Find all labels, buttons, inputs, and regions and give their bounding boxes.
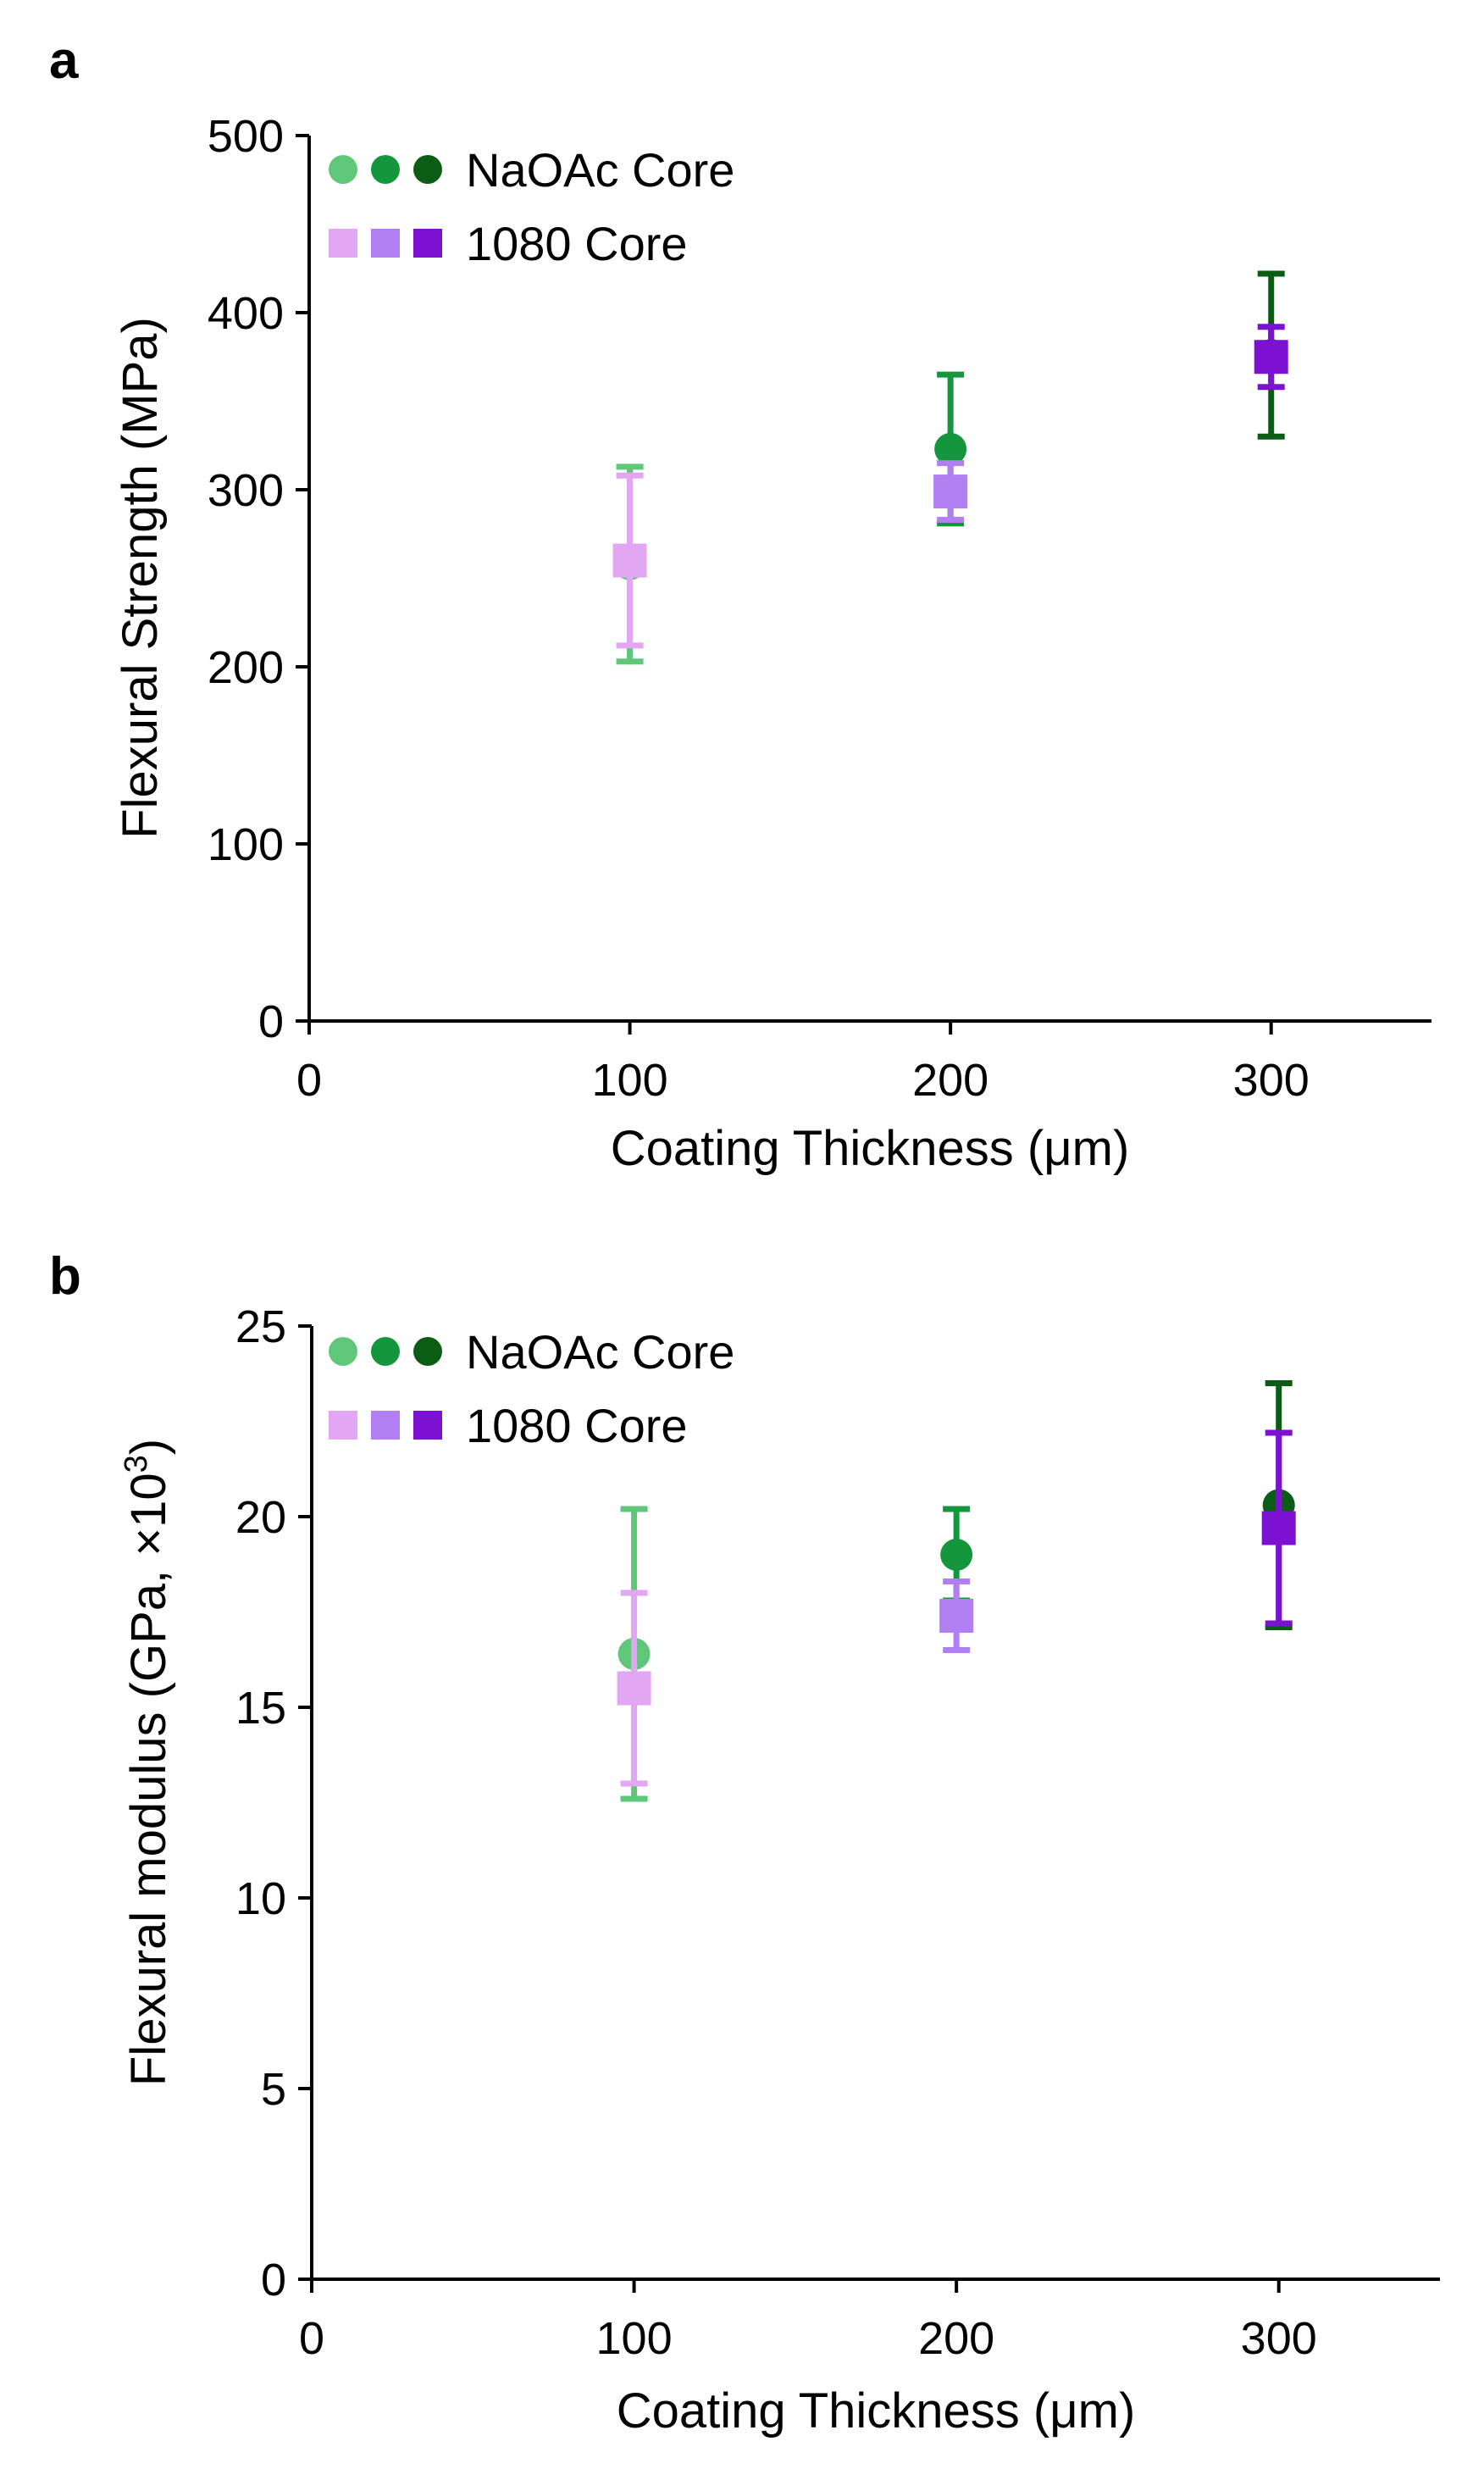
square-marker	[617, 1671, 651, 1706]
legend-marker	[329, 1411, 357, 1440]
data-point	[1261, 1429, 1296, 1627]
panel-a-x-axis-title: Coating Thickness (μm)	[611, 1121, 1130, 1176]
panel-b-data	[617, 1380, 1296, 1802]
legend-marker	[329, 229, 357, 258]
square-marker	[933, 474, 968, 509]
legend-marker	[329, 155, 357, 184]
panel-b-y-axis-title-suffix: )	[121, 1439, 176, 1455]
square-marker	[612, 543, 647, 578]
data-point	[933, 460, 968, 524]
legend-label-naoac: NaOAc Core	[466, 1325, 734, 1379]
legend-marker	[413, 229, 442, 258]
square-marker	[1254, 340, 1288, 375]
legend-label-1080: 1080 Core	[466, 1399, 688, 1452]
y-tick-label: 0	[258, 996, 284, 1047]
legend-marker	[371, 229, 400, 258]
panel-a-legend: NaOAc Core 1080 Core	[329, 143, 734, 270]
y-tick-label: 20	[235, 1492, 286, 1543]
panel-a-y-axis-title: Flexural Strength (MPa)	[113, 317, 168, 839]
square-marker	[939, 1599, 974, 1633]
x-tick-label: 300	[1233, 1055, 1310, 1106]
panel-b-y-axis-title: Flexural modulus (GPa, ×103)	[119, 1439, 176, 2086]
panel-b-y-axis-title-superscript: 3	[119, 1455, 154, 1473]
data-point	[1254, 324, 1288, 391]
panel-a: a 0 100 200 300 0 100 200 300 400 500 Coating Thi…	[49, 31, 1431, 1176]
data-point	[939, 1578, 974, 1653]
y-tick-label: 100	[208, 819, 284, 870]
y-tick-label: 400	[208, 288, 284, 339]
data-point	[612, 472, 647, 649]
panel-b-legend: NaOAc Core 1080 Core	[329, 1325, 734, 1452]
x-tick-label: 0	[299, 2313, 324, 2364]
y-tick-label: 500	[208, 111, 284, 162]
x-tick-label: 100	[592, 1055, 668, 1106]
panel-b: b 0 100 200 300 0 5 10 15 20 25 Coating Thickness…	[49, 1247, 1440, 2438]
y-tick-label: 10	[235, 1873, 286, 1924]
y-tick-label: 25	[235, 1301, 286, 1352]
panel-a-axes	[307, 136, 1431, 1023]
circle-marker	[934, 432, 967, 465]
legend-label-naoac: NaOAc Core	[466, 143, 734, 197]
data-point	[617, 1590, 651, 1787]
panel-b-axes	[310, 1326, 1440, 2281]
panel-a-label: a	[49, 31, 79, 90]
panel-b-y-axis-title-main: Flexural modulus (GPa, ×10	[121, 1473, 176, 2086]
y-tick-label: 300	[208, 465, 284, 516]
x-tick-label: 200	[918, 2313, 994, 2364]
panel-a-ticks: 0 100 200 300 0 100 200 300 400 500	[208, 111, 1310, 1106]
x-tick-label: 0	[296, 1055, 322, 1106]
x-tick-label: 100	[596, 2313, 673, 2364]
square-marker	[1261, 1511, 1296, 1545]
y-tick-label: 5	[261, 2064, 286, 2115]
legend-label-1080: 1080 Core	[466, 217, 688, 270]
circle-marker	[940, 1539, 973, 1571]
legend-marker	[329, 1337, 357, 1366]
legend-marker	[371, 1337, 400, 1366]
panel-b-ticks: 0 100 200 300 0 5 10 15 20 25	[235, 1301, 1317, 2364]
panel-b-x-axis-title: Coating Thickness (μm)	[617, 2383, 1136, 2438]
panel-b-label: b	[49, 1247, 81, 1306]
x-tick-label: 200	[912, 1055, 988, 1106]
x-tick-label: 300	[1241, 2313, 1317, 2364]
legend-marker	[413, 1337, 442, 1366]
y-tick-label: 0	[261, 2255, 286, 2305]
y-tick-label: 200	[208, 642, 284, 693]
panel-a-data	[612, 270, 1288, 665]
legend-marker	[371, 1411, 400, 1440]
y-tick-label: 15	[235, 1683, 286, 1734]
legend-marker	[413, 1411, 442, 1440]
legend-marker	[413, 155, 442, 184]
legend-marker	[371, 155, 400, 184]
